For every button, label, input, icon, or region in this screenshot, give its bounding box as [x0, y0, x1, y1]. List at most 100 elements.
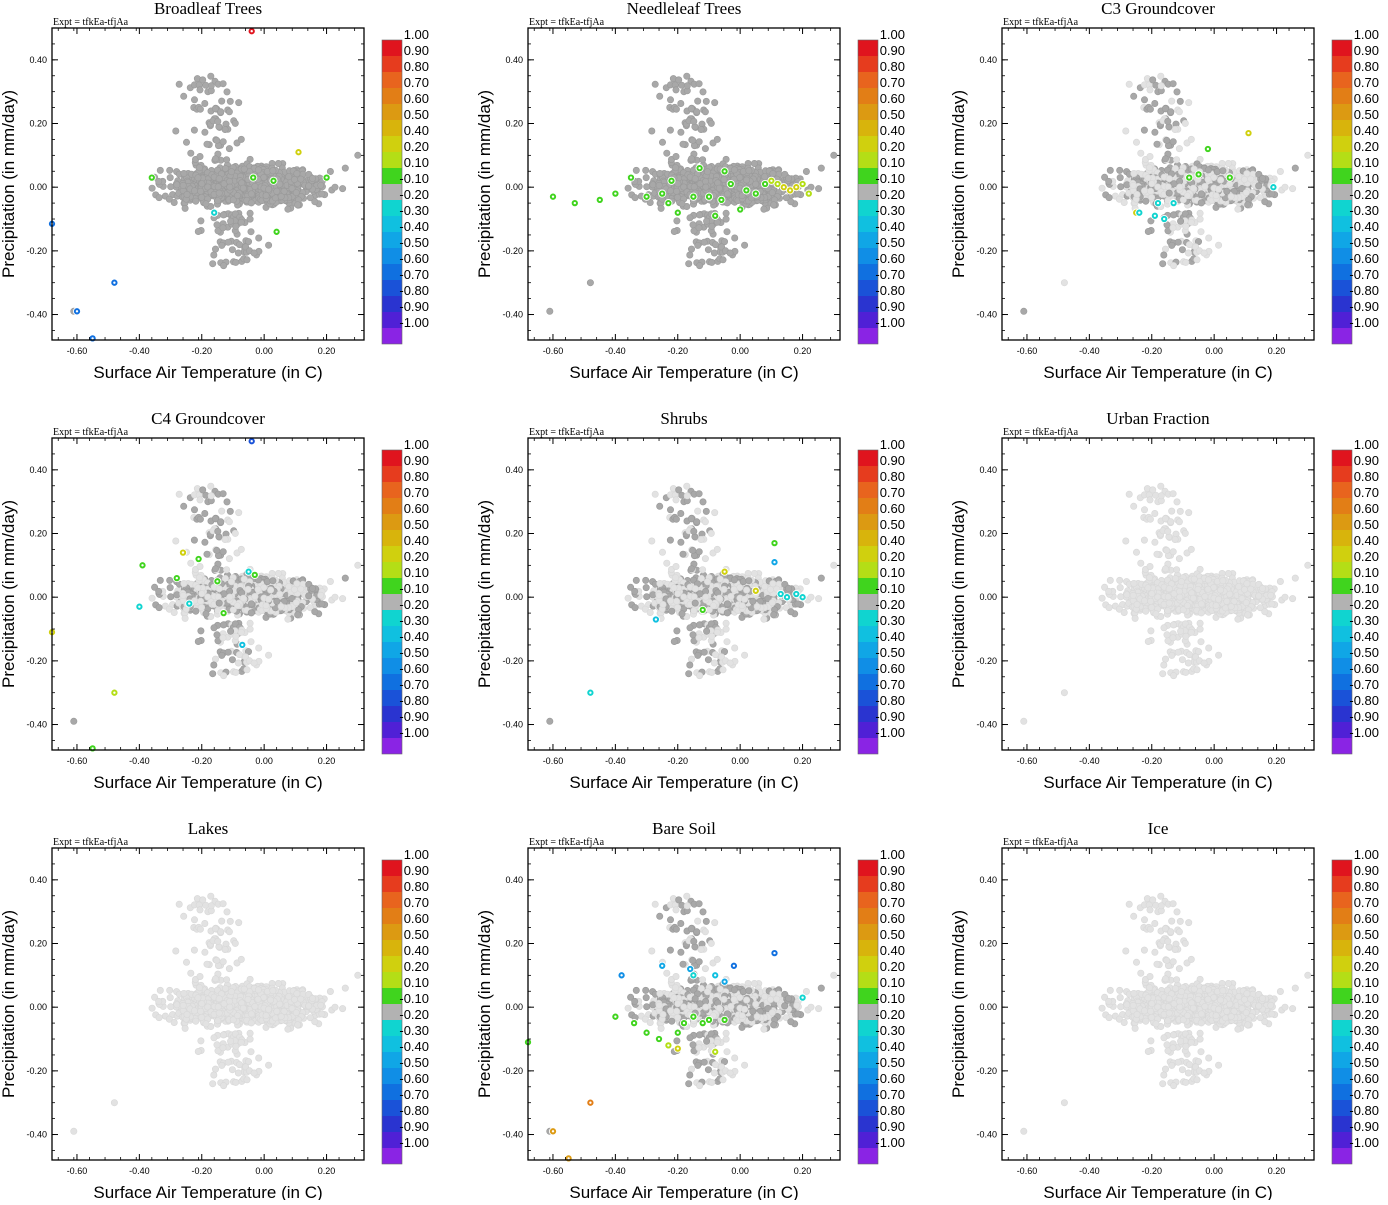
colorbar-label: -0.40	[875, 219, 905, 234]
colorbar-swatch	[382, 152, 402, 168]
data-point	[709, 223, 715, 229]
data-point	[696, 262, 702, 268]
data-point	[1282, 184, 1288, 190]
colorbar-label: -0.40	[399, 219, 429, 234]
data-point	[1277, 168, 1283, 174]
data-point	[1118, 184, 1124, 190]
data-point	[233, 223, 239, 229]
y-axis-label: Precipitation (in mm/day)	[949, 90, 968, 278]
data-point	[214, 137, 220, 143]
highlight-point-core	[764, 183, 766, 185]
data-point	[275, 160, 281, 166]
x-tick-label: -0.60	[1017, 346, 1038, 356]
data-point	[678, 129, 684, 135]
data-point	[673, 188, 679, 194]
data-point	[191, 188, 197, 194]
data-point	[1206, 235, 1212, 241]
colorbar: 1.000.900.800.700.600.500.400.200.10-0.1…	[858, 27, 905, 344]
data-point	[1184, 192, 1190, 198]
data-point	[1134, 191, 1140, 197]
data-point	[216, 176, 222, 182]
highlight-point-core	[151, 176, 153, 178]
data-point	[1259, 175, 1265, 181]
data-point	[332, 184, 338, 190]
data-point	[1152, 100, 1158, 106]
data-point	[216, 190, 222, 196]
data-point	[236, 99, 242, 105]
data-point	[173, 128, 179, 134]
y-tick-label: 0.40	[29, 55, 47, 65]
data-point	[1160, 261, 1166, 267]
data-point	[818, 165, 824, 171]
highlight-point-core	[789, 189, 791, 191]
data-point	[1147, 87, 1153, 93]
data-point	[1175, 239, 1181, 245]
data-point	[692, 176, 698, 182]
data-point	[1158, 73, 1164, 79]
colorbar-swatch	[1332, 72, 1352, 88]
x-tick-label: -0.40	[1079, 346, 1100, 356]
data-point	[319, 191, 325, 197]
highlight-point-core	[645, 196, 647, 198]
data-point	[1179, 247, 1185, 253]
data-point	[723, 210, 729, 216]
data-point	[197, 106, 203, 112]
data-point	[1215, 242, 1221, 248]
colorbar-label: 0.60	[1354, 91, 1379, 106]
colorbar-label: -0.80	[1349, 283, 1379, 298]
data-point	[1106, 178, 1112, 184]
colorbar-swatch	[382, 88, 402, 104]
data-point	[1021, 308, 1027, 314]
data-point	[803, 168, 809, 174]
data-point	[149, 185, 155, 191]
colorbar-label: 0.50	[880, 107, 905, 122]
highlight-point-core	[630, 176, 632, 178]
data-point	[256, 235, 262, 241]
data-point	[244, 257, 250, 263]
colorbar-label: -0.70	[399, 267, 429, 282]
highlight-point-core	[574, 202, 576, 204]
data-point	[1188, 219, 1194, 225]
data-point	[667, 97, 673, 103]
highlight-point-core	[698, 167, 700, 169]
colorbar-label: -0.10	[399, 171, 429, 186]
colorbar-label: -0.30	[875, 203, 905, 218]
colorbar-label: 0.40	[1354, 123, 1379, 138]
data-point	[727, 250, 733, 256]
colorbar-label: -0.90	[1349, 299, 1379, 314]
y-tick-label: 0.40	[979, 55, 997, 65]
data-point	[680, 141, 686, 147]
panel-title: C3 Groundcover	[1101, 0, 1215, 18]
data-point	[688, 246, 694, 252]
data-point	[255, 167, 261, 173]
colorbar-swatch	[1332, 152, 1352, 168]
data-point	[200, 77, 206, 83]
data-point	[219, 98, 225, 104]
data-point	[1150, 77, 1156, 83]
colorbar-swatch	[1332, 120, 1352, 136]
data-point	[714, 219, 720, 225]
colorbar-swatch	[382, 136, 402, 152]
data-point	[702, 145, 708, 151]
data-point	[1228, 193, 1234, 199]
colorbar-swatch	[382, 104, 402, 120]
data-point	[285, 206, 291, 212]
y-tick-label: 0.00	[979, 182, 997, 192]
highlight-point-core	[755, 192, 757, 194]
data-point	[1305, 152, 1311, 158]
data-point	[1202, 183, 1208, 189]
data-point	[199, 181, 205, 187]
data-point	[716, 185, 722, 191]
colorbar-label: 0.80	[1354, 59, 1379, 74]
data-point	[1194, 257, 1200, 263]
data-point	[182, 205, 188, 211]
data-point	[724, 229, 730, 235]
data-point	[233, 259, 239, 265]
highlight-point-core	[1197, 173, 1199, 175]
data-point	[286, 174, 292, 180]
data-point	[724, 191, 730, 197]
point-cloud	[1021, 73, 1311, 314]
highlight-point-core	[770, 180, 772, 182]
data-point	[295, 202, 301, 208]
